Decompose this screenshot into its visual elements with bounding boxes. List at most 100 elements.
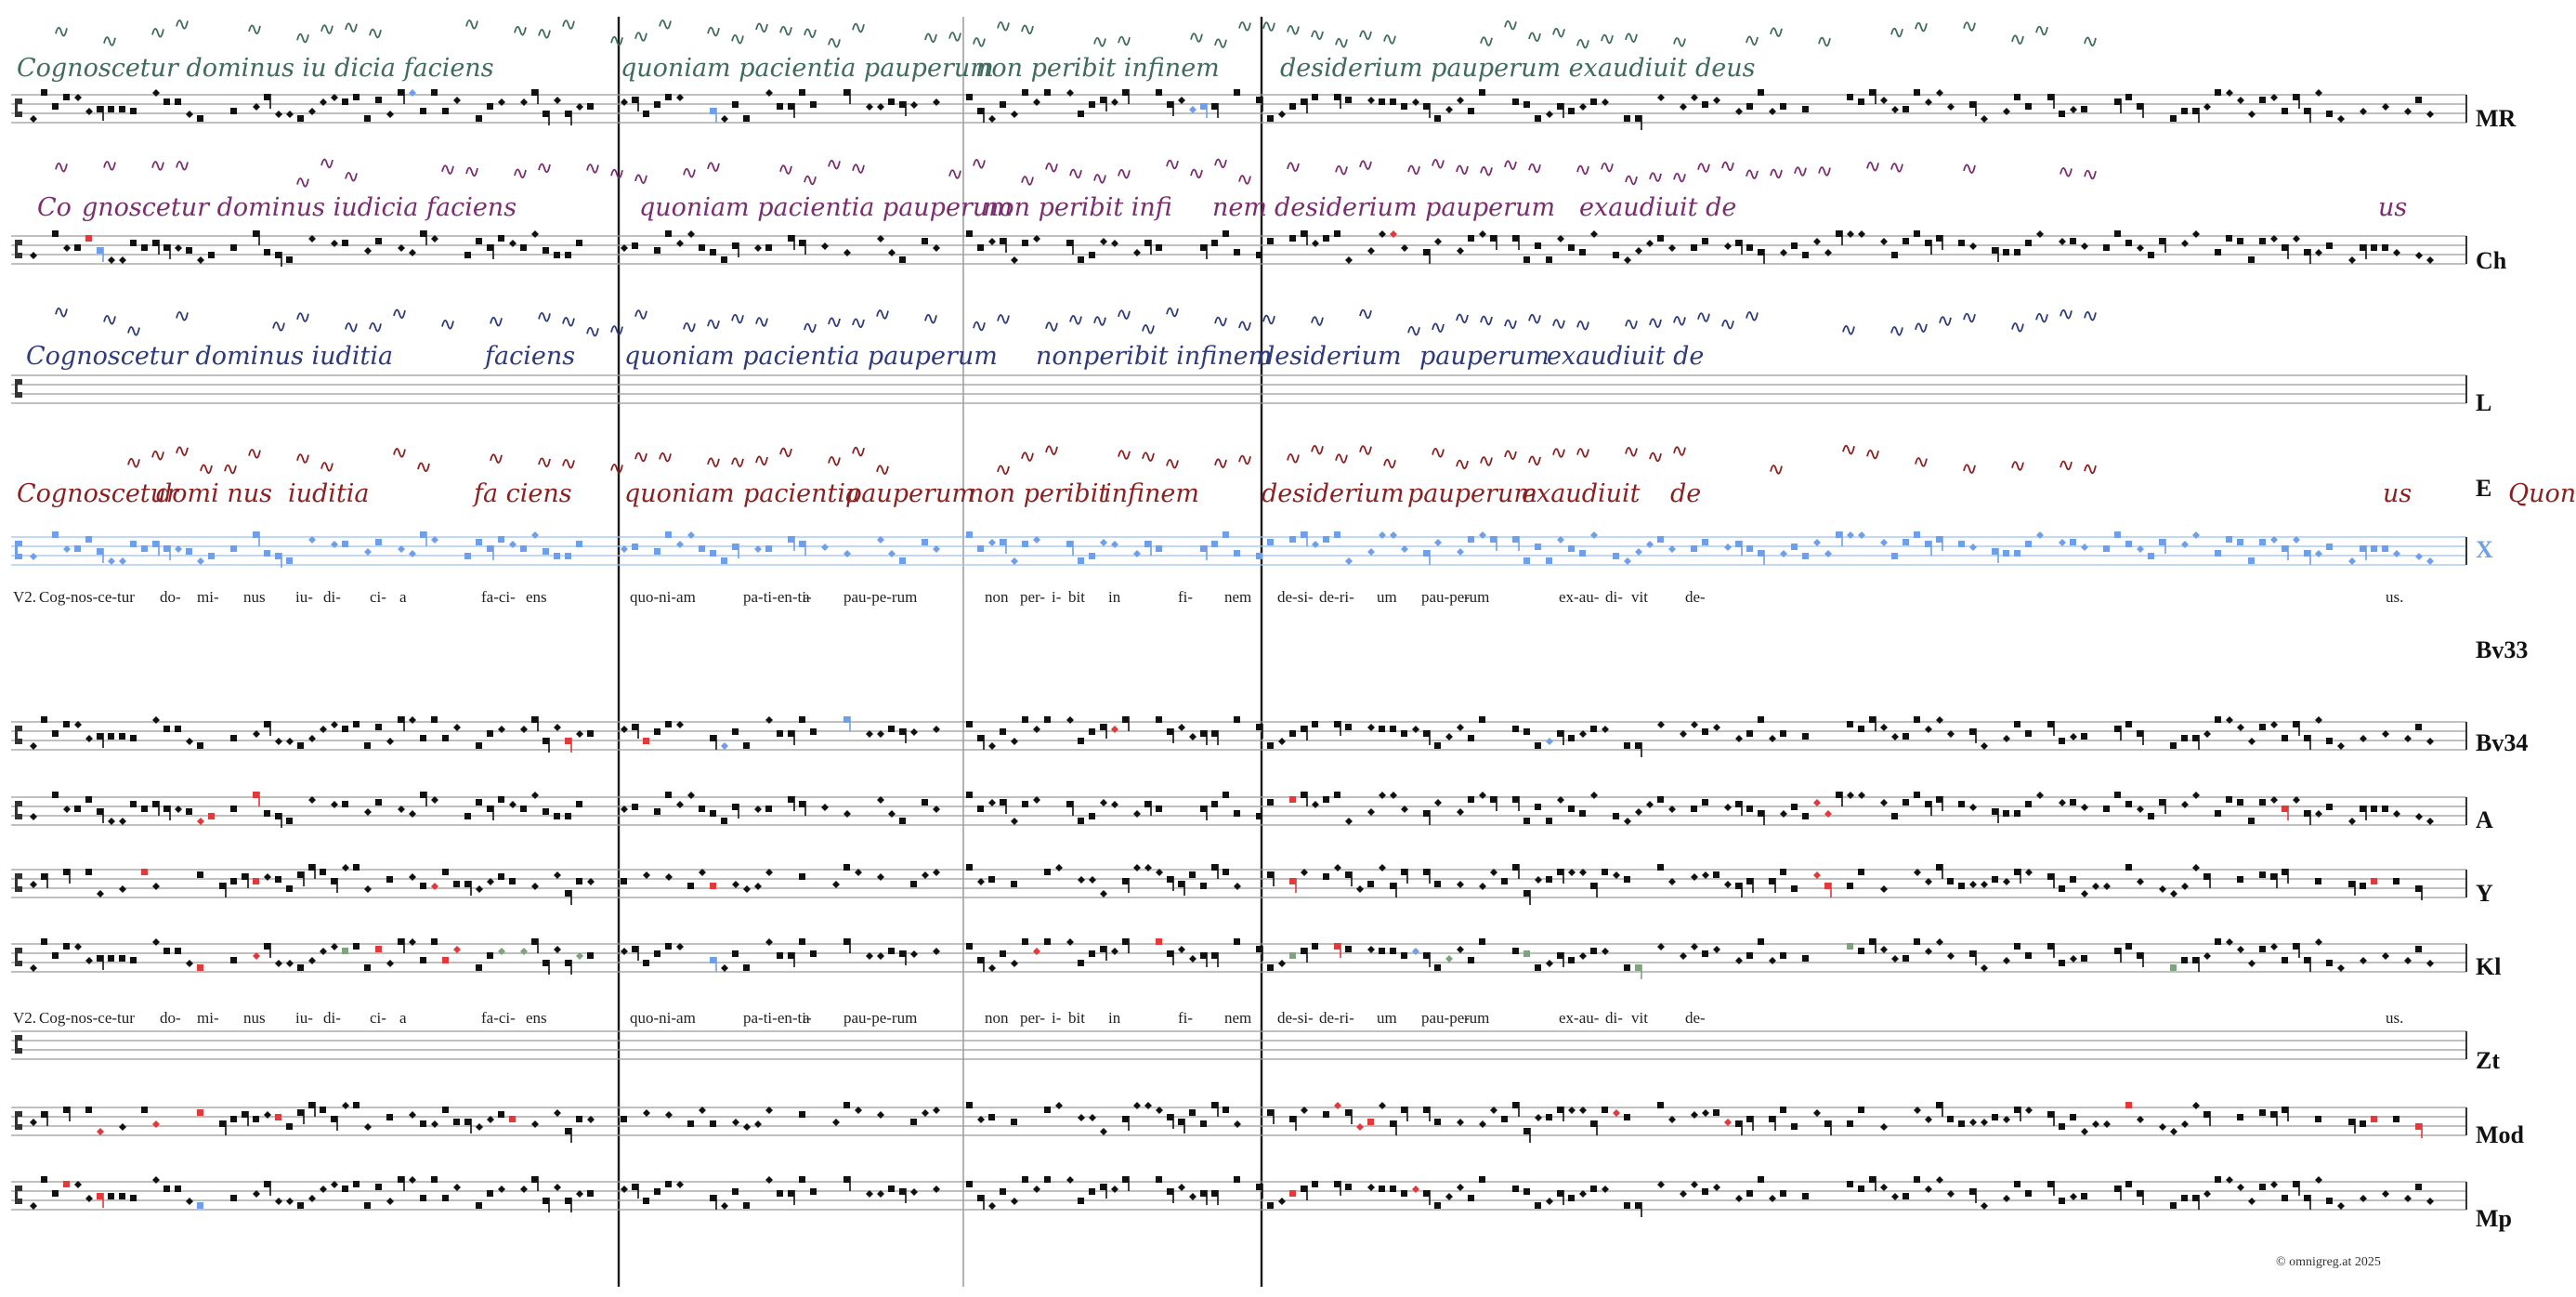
neume-punctum (2382, 545, 2388, 552)
neume-rhombus (1635, 548, 1642, 556)
neume-punctum (442, 108, 449, 114)
neume-punctum (1847, 94, 1853, 100)
neume-punctum (1078, 256, 1084, 263)
lyric-syllable: de-si- (1277, 588, 1314, 606)
neume-annotations (55, 158, 2097, 188)
neume-squiggle (1456, 164, 1469, 176)
neume-rhombus (409, 873, 416, 881)
neume-rhombus (1936, 938, 1943, 946)
neume-squiggle (1915, 322, 1928, 333)
neume-punctum (297, 742, 304, 749)
neume-rhombus (1412, 1186, 1419, 1193)
neume-punctum (1546, 557, 1552, 564)
neume-squiggle (1118, 35, 1131, 46)
neume-punctum (1156, 938, 1162, 945)
neume-punctum (2326, 242, 2333, 249)
neume-rhombus (1613, 871, 1620, 879)
neume-rhombus (1379, 1102, 1386, 1109)
neume-punctum (1078, 818, 1084, 824)
neume-punctum (966, 943, 973, 950)
neume-rhombus (754, 545, 762, 553)
neume-rhombus (453, 97, 461, 104)
neume-rhombus (119, 256, 126, 264)
neume-punctum (1044, 869, 1051, 875)
neume-rhombus (1546, 738, 1553, 745)
neume-punctum (1078, 738, 1084, 744)
neume-punctum (1468, 796, 1474, 803)
neume-squiggle (1432, 448, 1445, 458)
neume-punctum (386, 1114, 393, 1120)
neume-punctum (1078, 111, 1084, 117)
neume-punctum (1401, 103, 1407, 110)
neume-virga (1824, 1120, 1831, 1127)
neume-punctum (888, 98, 895, 105)
neume-punctum (2081, 106, 2087, 112)
neume-rhombus (2393, 249, 2400, 256)
neume-punctum (2014, 94, 2020, 100)
neume-virga (1301, 792, 1307, 798)
neume-punctum (1903, 1193, 1909, 1199)
neume-rhombus (1914, 1107, 1921, 1114)
neume-virga (1557, 1107, 1563, 1113)
neume-squiggle (948, 32, 961, 42)
neume-punctum (353, 943, 360, 950)
neume-punctum (1512, 98, 1519, 105)
neume-squiggle (828, 317, 841, 328)
neume-virga (2293, 1181, 2299, 1187)
neume-punctum (1702, 101, 1708, 108)
neume-rhombus (1189, 1193, 1196, 1200)
neume-virga (2047, 1111, 2054, 1118)
neume-punctum (2070, 876, 2076, 883)
neume-virga (63, 869, 70, 875)
neume-virga (163, 244, 170, 251)
neume-virga (2192, 735, 2199, 741)
neume-punctum (1746, 1190, 1753, 1197)
neume-virga (2203, 873, 2210, 880)
verse-marker: V2. (13, 588, 36, 606)
neume-punctum (632, 804, 638, 810)
neume-rhombus (1278, 111, 1286, 118)
neume-rhombus (821, 544, 829, 551)
neume-punctum (1156, 1176, 1162, 1183)
neume-punctum (119, 106, 125, 112)
neume-punctum (1156, 244, 1162, 251)
neume-virga (2282, 545, 2288, 552)
neume-punctum (799, 1176, 805, 1183)
neume-virga (1256, 724, 1262, 730)
neume-punctum (1568, 735, 1575, 741)
neume-punctum (1379, 1186, 1385, 1192)
neume-virga (1401, 1107, 1407, 1113)
neume-squiggle (1166, 459, 1179, 469)
neume-rhombus (1312, 801, 1319, 808)
neume-rhombus (1579, 1107, 1587, 1114)
neume-punctum (2415, 97, 2422, 103)
lyric-syllable: do- (160, 588, 181, 606)
neume-virga (1301, 948, 1307, 954)
neume-rhombus (2070, 955, 2077, 963)
neume-punctum (2059, 885, 2065, 892)
neume-punctum (487, 730, 493, 737)
neume-squiggle (320, 24, 333, 34)
neume-rhombus (1969, 1119, 1977, 1126)
neume-punctum (230, 545, 237, 552)
neume-punctum (1535, 544, 1541, 550)
neume-rhombus (1144, 864, 1152, 871)
neume-rhombus (1780, 249, 1787, 256)
neume-squiggle (1118, 168, 1131, 179)
neume-virga (732, 544, 739, 550)
neume-squiggle (1890, 326, 1903, 336)
neume-punctum (1434, 964, 1441, 971)
neume-rhombus (1445, 955, 1453, 963)
neume-rhombus (1156, 869, 1163, 876)
neume-punctum (85, 796, 92, 803)
neume-virga (565, 738, 571, 744)
neume-virga (420, 792, 426, 798)
neume-punctum (208, 553, 215, 559)
neume-rhombus (331, 541, 338, 548)
neume-punctum (977, 545, 984, 552)
neume-rhombus (2270, 536, 2278, 544)
neume-annotations (127, 444, 2097, 475)
neume-squiggle (779, 25, 792, 36)
neume-punctum (888, 726, 895, 732)
neume-punctum (654, 950, 660, 957)
